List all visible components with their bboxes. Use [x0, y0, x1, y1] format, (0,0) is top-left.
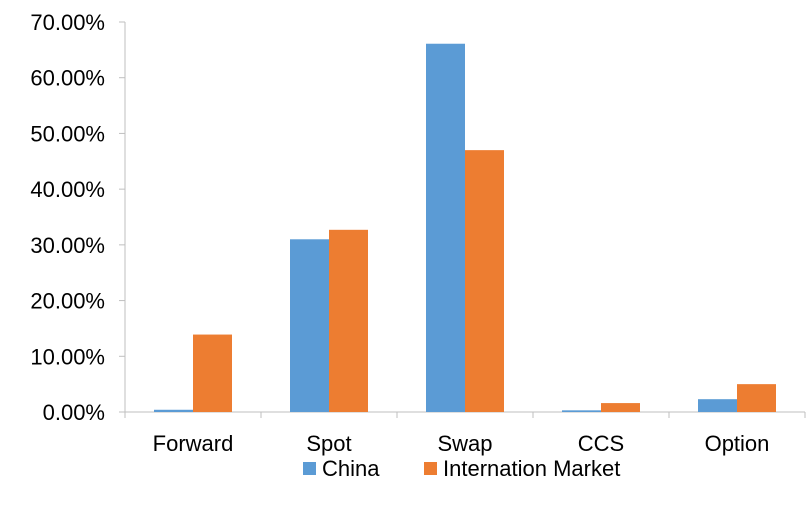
x-tick-label: Swap: [437, 431, 492, 456]
y-tick-label: 50.00%: [30, 121, 105, 146]
bar-china-swap: [426, 43, 465, 412]
y-tick-label: 60.00%: [30, 66, 105, 91]
legend-label: Internation Market: [443, 456, 620, 481]
y-tick-marks: [119, 21, 125, 413]
x-axis-labels: Forward Spot Swap CCS Option: [153, 431, 770, 456]
y-tick-label: 10.00%: [30, 344, 105, 369]
legend-label: China: [322, 456, 380, 481]
bar-china-spot: [290, 239, 329, 412]
bar-china-option: [698, 399, 737, 412]
bars: [154, 43, 776, 412]
y-tick-label: 30.00%: [30, 233, 105, 258]
y-axis-labels: 0.00% 10.00% 20.00% 30.00% 40.00% 50.00% 60.00…: [30, 10, 105, 425]
x-tick-label: Forward: [153, 431, 234, 456]
bar-internation-market-option: [737, 384, 776, 412]
bar-internation-market-ccs: [601, 403, 640, 412]
x-tick-label: Spot: [306, 431, 351, 456]
bar-internation-market-forward: [193, 334, 232, 412]
bar-internation-market-swap: [465, 150, 504, 412]
bar-internation-market-spot: [329, 229, 368, 412]
y-tick-label: 20.00%: [30, 289, 105, 314]
legend-swatch: [424, 462, 437, 475]
x-tick-label: CCS: [578, 431, 624, 456]
bar-china-forward: [154, 409, 193, 412]
legend-swatch: [303, 462, 316, 475]
y-tick-label: 70.00%: [30, 10, 105, 35]
bar-china-ccs: [562, 410, 601, 412]
y-tick-label: 40.00%: [30, 177, 105, 202]
x-tick-marks: [124, 412, 806, 418]
x-tick-label: Option: [705, 431, 770, 456]
legend: China Internation Market: [303, 456, 620, 481]
y-tick-label: 0.00%: [43, 400, 105, 425]
